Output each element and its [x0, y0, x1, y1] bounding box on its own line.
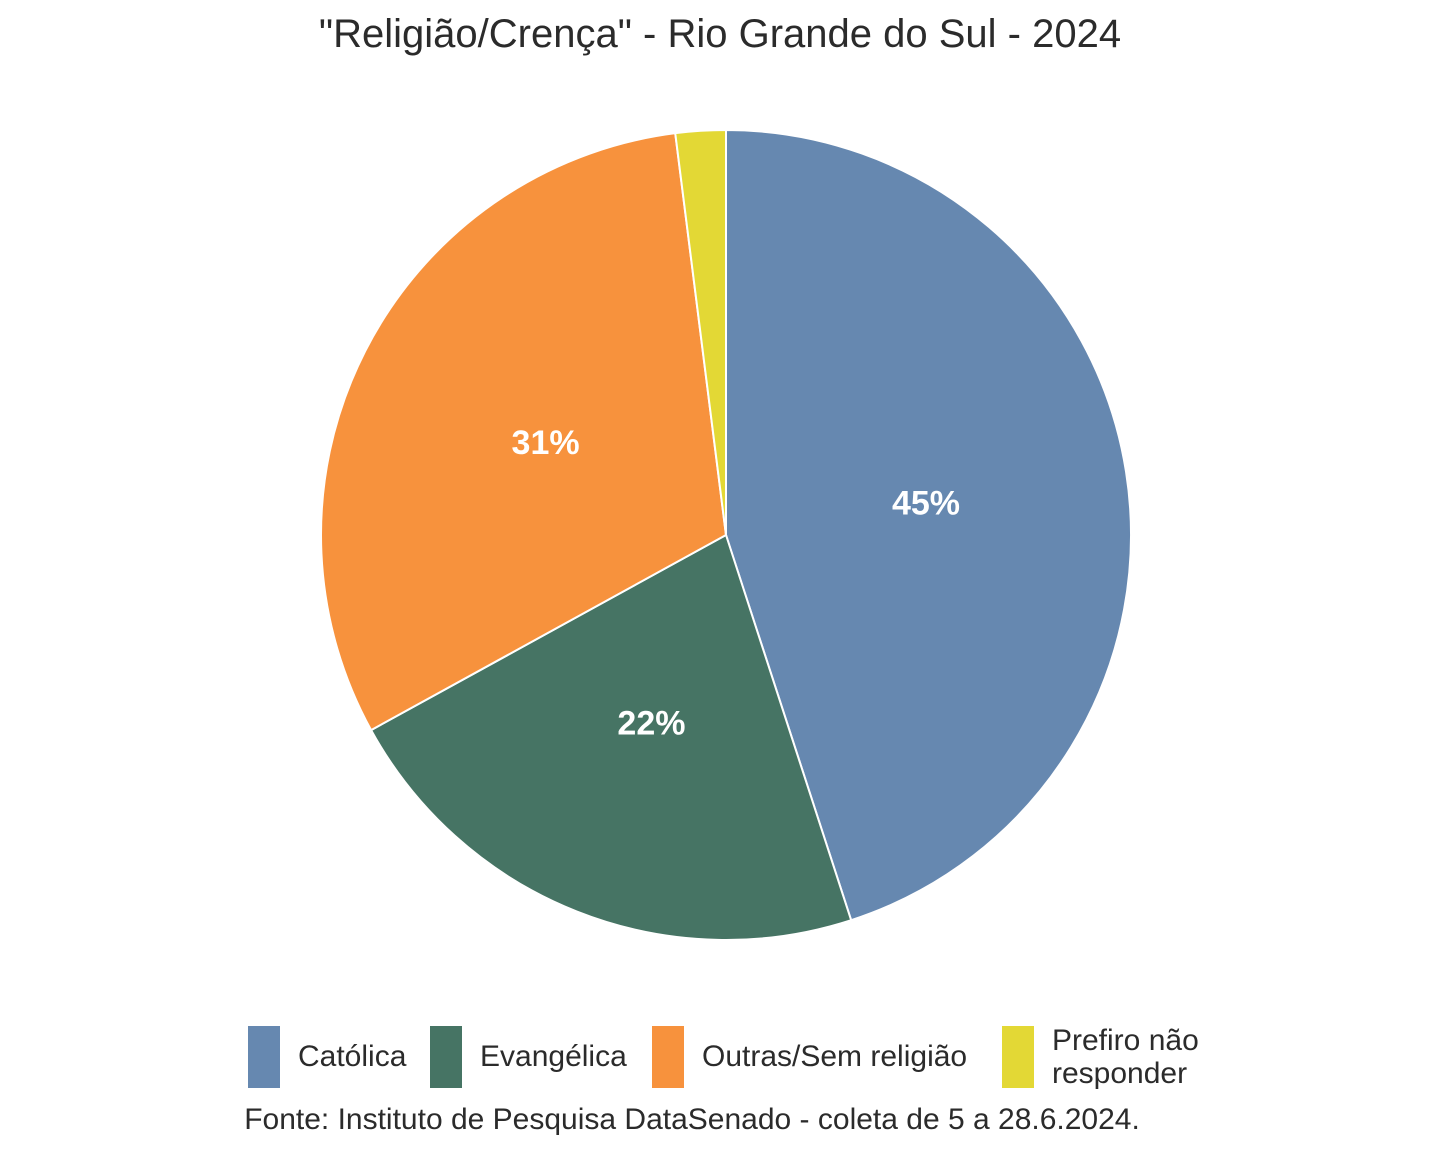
chart-caption: Fonte: Instituto de Pesquisa DataSenado …: [244, 1103, 1140, 1136]
legend-swatch-prefiro-nao-responder: [1002, 1026, 1034, 1088]
pie-slice-prefiro-nao-responder: [674, 128, 727, 536]
legend-label-prefiro-nao-responder: Prefiro não responder: [1052, 1024, 1199, 1090]
legend-label-evangelica: Evangélica: [480, 1040, 627, 1073]
pie-slices: [320, 128, 1132, 941]
legend-swatch-evangelica: [430, 1026, 462, 1088]
legend: Católica Evangélica Outras/Sem religião …: [0, 1024, 1440, 1092]
pie-slice-outras: [320, 132, 728, 732]
legend-swatch-catolica: [248, 1026, 280, 1088]
pie-chart: 45% 22% 31%: [320, 128, 1132, 941]
legend-label-outras: Outras/Sem religião: [702, 1040, 968, 1073]
slice-label-outras: 31%: [512, 424, 580, 462]
pie-slice-evangelica: [369, 533, 853, 941]
legend-label-catolica: Católica: [298, 1040, 407, 1073]
slice-label-evangelica: 22%: [617, 704, 685, 742]
pie-slice-catolica: [725, 128, 1132, 922]
slice-label-catolica: 45%: [892, 484, 960, 522]
chart-title: "Religião/Crença" - Rio Grande do Sul - …: [318, 12, 1122, 56]
legend-swatch-outras: [652, 1026, 684, 1088]
pie-slice-labels: 45% 22% 31%: [512, 424, 960, 742]
